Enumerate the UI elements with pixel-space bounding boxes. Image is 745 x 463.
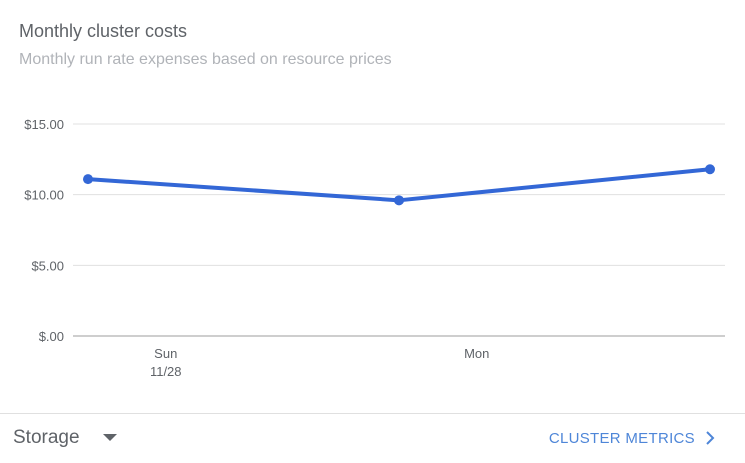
data-point (394, 195, 404, 206)
footer-divider (0, 413, 745, 414)
x-tick-label: Mon (464, 346, 489, 361)
cost-line-chart: $.00 $5.00 $10.00 $15.00 Sun 11/28 Mon (24, 117, 725, 379)
data-point (83, 174, 93, 185)
data-point (705, 164, 715, 175)
x-tick-label: Sun (154, 346, 177, 361)
resource-type-dropdown[interactable]: Storage (13, 424, 117, 452)
dropdown-selected-value: Storage (13, 427, 80, 448)
y-tick-label: $.00 (39, 329, 64, 344)
y-tick-label: $10.00 (24, 188, 64, 203)
card-subtitle: Monthly run rate expenses based on resou… (19, 51, 392, 68)
y-tick-label: $5.00 (31, 258, 64, 273)
cluster-metrics-link[interactable]: CLUSTER METRICS (549, 424, 715, 452)
y-tick-label: $15.00 (24, 117, 64, 132)
x-tick-label: 11/28 (150, 364, 182, 379)
chevron-right-icon (706, 431, 715, 445)
caret-down-icon (102, 433, 117, 441)
cluster-metrics-label: CLUSTER METRICS (548, 429, 695, 447)
card-title: Monthly cluster costs (19, 21, 188, 41)
